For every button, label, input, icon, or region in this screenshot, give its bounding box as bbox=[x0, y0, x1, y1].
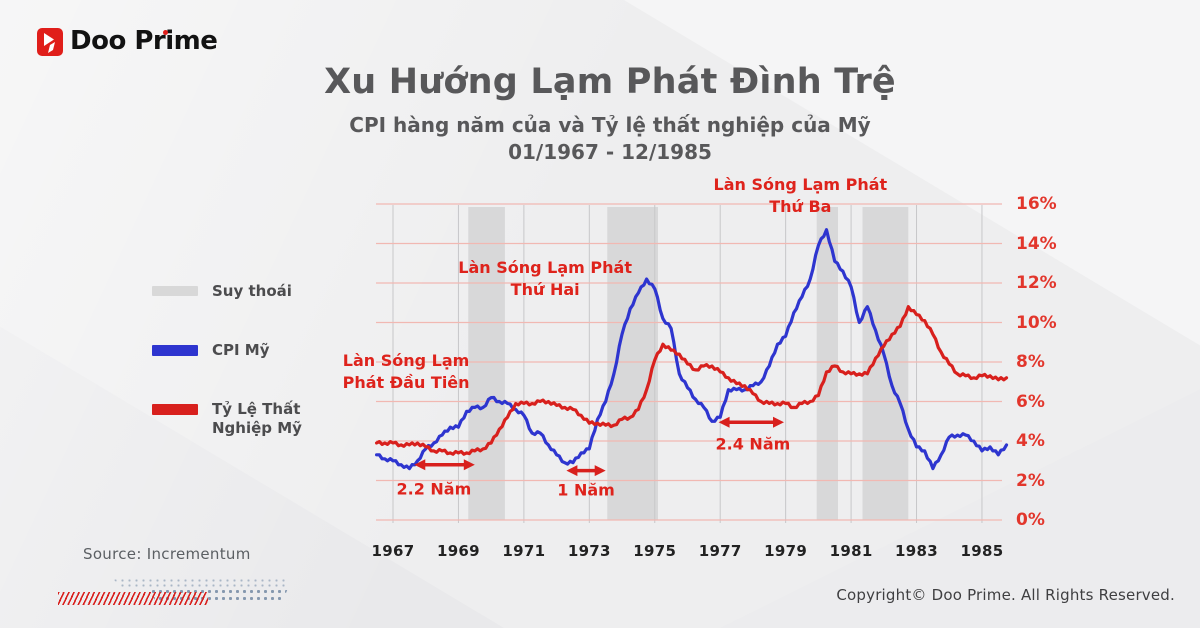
logo-text: Doo Prime bbox=[70, 26, 218, 56]
x-tick-label: 1979 bbox=[764, 542, 808, 560]
page-title: Xu Hướng Lạm Phát Đình Trệ bbox=[324, 62, 896, 102]
x-tick-label: 1969 bbox=[436, 542, 480, 560]
doo-prime-logo-icon bbox=[37, 28, 63, 56]
gap-arrow-label: 1 Năm bbox=[557, 480, 615, 500]
stagflation-chart: 1967 1969 1971 1973 1975 1977 1979 1981 1983 1985… bbox=[343, 175, 1070, 590]
inflation-wave-annotation: Làn Sóng Lạm Phát Thứ Hai bbox=[458, 258, 632, 300]
unemployment-swatch bbox=[152, 404, 198, 415]
arrowhead-left-icon bbox=[566, 465, 578, 477]
logo-i-dot bbox=[163, 30, 168, 35]
legend-item-unemployment: Tỷ Lệ Thất Nghiệp Mỹ bbox=[152, 400, 304, 438]
y-tick-label: 2% bbox=[1016, 470, 1045, 491]
y-tick-label: 16% bbox=[1016, 194, 1057, 214]
x-tick-label: 1973 bbox=[567, 542, 611, 560]
recession-band bbox=[816, 207, 838, 520]
arrowhead-left-icon bbox=[718, 416, 730, 428]
arrowhead-right-icon bbox=[773, 416, 785, 428]
page-subtitle: CPI hàng năm của và Tỷ lệ thất nghiệp củ… bbox=[349, 113, 871, 137]
legend-label-unemployment: Tỷ Lệ Thất Nghiệp Mỹ bbox=[212, 400, 302, 437]
legend-item-recession: Suy thoái bbox=[152, 282, 312, 301]
arrowhead-right-icon bbox=[594, 465, 606, 477]
inflation-wave-annotation: Làn Sóng Lạm Phát Đầu Tiên bbox=[342, 350, 470, 392]
x-tick-label: 1975 bbox=[633, 542, 677, 560]
copyright-note: Copyright© Doo Prime. All Rights Reserve… bbox=[836, 586, 1175, 604]
inflation-wave-annotation: Làn Sóng Lạm Phát Thứ Ba bbox=[713, 175, 888, 217]
arrow-glyph-icon bbox=[44, 33, 55, 53]
x-tick-label: 1971 bbox=[502, 542, 546, 560]
y-tick-label: 10% bbox=[1016, 312, 1057, 333]
doo-prime-logo: Doo Prime bbox=[37, 26, 218, 56]
date-range: 01/1967 - 12/1985 bbox=[508, 140, 712, 164]
gap-arrow-label: 2.2 Năm bbox=[396, 479, 472, 499]
stripe-decoration bbox=[58, 592, 208, 605]
recession-band bbox=[468, 207, 505, 520]
y-tick-label: 6% bbox=[1016, 391, 1045, 412]
x-tick-label: 1985 bbox=[960, 542, 1004, 560]
x-tick-label: 1967 bbox=[371, 542, 415, 560]
y-tick-label: 8% bbox=[1016, 352, 1045, 372]
unemployment-line bbox=[375, 305, 1009, 456]
x-tick-label: 1981 bbox=[829, 542, 873, 560]
cpi-swatch bbox=[152, 345, 198, 356]
source-note: Source: Incrementum bbox=[83, 545, 251, 563]
gap-arrow-label: 2.4 Năm bbox=[715, 434, 791, 454]
arrowhead-left-icon bbox=[414, 459, 426, 471]
recession-swatch bbox=[152, 286, 198, 296]
legend-item-cpi: CPI Mỹ bbox=[152, 341, 312, 360]
y-tick-label: 0% bbox=[1016, 510, 1045, 530]
y-tick-label: 14% bbox=[1016, 233, 1057, 254]
chart-canvas bbox=[375, 203, 1009, 523]
y-tick-label: 12% bbox=[1016, 273, 1057, 293]
x-tick-label: 1977 bbox=[698, 542, 742, 560]
legend-label-cpi: CPI Mỹ bbox=[212, 341, 270, 359]
dot-pattern-decoration bbox=[112, 578, 288, 588]
y-tick-label: 4% bbox=[1016, 431, 1045, 451]
x-tick-label: 1983 bbox=[895, 542, 938, 560]
legend-label-recession: Suy thoái bbox=[212, 282, 292, 300]
cpi-line bbox=[375, 228, 1009, 471]
arrowhead-right-icon bbox=[463, 459, 475, 471]
chart-header: Xu Hướng Lạm Phát Đình Trệ CPI hàng năm … bbox=[250, 60, 970, 166]
